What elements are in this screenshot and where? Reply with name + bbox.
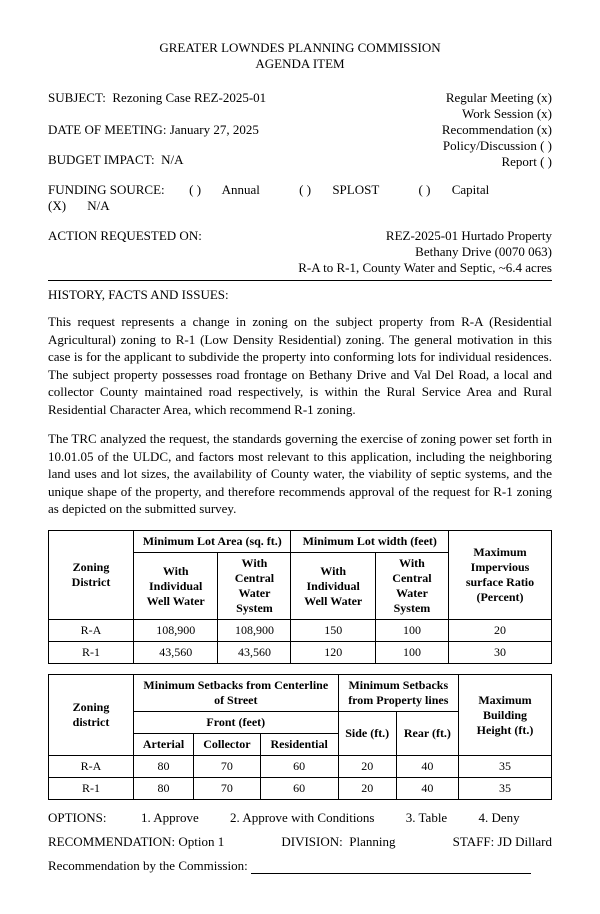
t2-centerline-header: Minimum Setbacks from Centerline of Stre…: [134, 675, 339, 712]
action-details: REZ-2025-01 Hurtado Property Bethany Dri…: [298, 228, 552, 276]
action-line: REZ-2025-01 Hurtado Property: [298, 228, 552, 244]
recommendation: RECOMMENDATION: Option 1: [48, 834, 224, 850]
history-heading: HISTORY, FACTS AND ISSUES:: [48, 287, 552, 303]
t2-rear-header: Rear (ft.): [396, 712, 458, 756]
meeting-type-item: Report ( ): [442, 154, 552, 170]
action-label: ACTION REQUESTED ON:: [48, 228, 202, 244]
meeting-type-item: Regular Meeting (x): [442, 90, 552, 106]
commission-recommendation: Recommendation by the Commission:: [48, 858, 552, 874]
budget-label: BUDGET IMPACT:: [48, 152, 155, 167]
subject: SUBJECT: Rezoning Case REZ-2025-01: [48, 90, 266, 106]
funding-option: ( ) SPLOST: [299, 182, 397, 197]
t1-indiv-header2: With Individual Well Water: [291, 553, 375, 620]
commission-label: Recommendation by the Commission:: [48, 858, 248, 873]
t1-lotwidth-header: Minimum Lot width (feet): [291, 531, 449, 553]
recommendation-line: RECOMMENDATION: Option 1 DIVISION: Plann…: [48, 834, 552, 850]
option-item: 3. Table: [406, 810, 447, 825]
page-title: GREATER LOWNDES PLANNING COMMISSION AGEN…: [48, 40, 552, 72]
table-row: R-A 80 70 60 20 40 35: [49, 756, 552, 778]
setbacks-table: Zoning district Minimum Setbacks from Ce…: [48, 674, 552, 800]
option-item: 1. Approve: [141, 810, 199, 825]
date-value: January 27, 2025: [170, 122, 259, 137]
option-item: 2. Approve with Conditions: [230, 810, 374, 825]
action-line: R-A to R-1, County Water and Septic, ~6.…: [298, 260, 552, 276]
t2-arterial-header: Arterial: [134, 734, 194, 756]
funding-label: FUNDING SOURCE:: [48, 182, 165, 197]
t2-side-header: Side (ft.): [338, 712, 396, 756]
meeting-type-item: Policy/Discussion ( ): [442, 138, 552, 154]
t2-zoning-header: Zoning district: [49, 675, 134, 756]
option-item: 4. Deny: [478, 810, 519, 825]
t2-property-header: Minimum Setbacks from Property lines: [338, 675, 458, 712]
action-row: ACTION REQUESTED ON: REZ-2025-01 Hurtado…: [48, 228, 552, 276]
action-line: Bethany Drive (0070 063): [298, 244, 552, 260]
funding-option: (X) N/A: [48, 198, 128, 213]
division: DIVISION: Planning: [281, 834, 395, 850]
title-line-1: GREATER LOWNDES PLANNING COMMISSION: [48, 40, 552, 56]
options-line: OPTIONS: 1. Approve 2. Approve with Cond…: [48, 810, 552, 826]
table-row: R-A 108,900 108,900 150 100 20: [49, 620, 552, 642]
table-row: R-1 43,560 43,560 120 100 30: [49, 642, 552, 664]
paragraph-2: The TRC analyzed the request, the standa…: [48, 430, 552, 518]
meeting-type-item: Work Session (x): [442, 106, 552, 122]
meeting-types: Regular Meeting (x) Work Session (x) Rec…: [442, 90, 552, 170]
options-label: OPTIONS:: [48, 810, 107, 825]
funding-row: FUNDING SOURCE: ( ) Annual ( ) SPLOST ( …: [48, 182, 552, 214]
table-row: R-1 80 70 60 20 40 35: [49, 778, 552, 800]
funding-option: ( ) Capital: [419, 182, 508, 197]
t2-front-header: Front (feet): [134, 712, 339, 734]
subject-label: SUBJECT:: [48, 90, 106, 105]
t1-central-header: With Central Water System: [218, 553, 291, 620]
subject-value: Rezoning Case REZ-2025-01: [112, 90, 266, 105]
t2-height-header: Maximum Building Height (ft.): [459, 675, 552, 756]
t1-indiv-header: With Individual Well Water: [134, 553, 218, 620]
t1-central-header2: With Central Water System: [375, 553, 448, 620]
lot-area-table: Zoning District Minimum Lot Area (sq. ft…: [48, 530, 552, 664]
funding-option: ( ) Annual: [189, 182, 278, 197]
t1-zoning-header: Zoning District: [49, 531, 134, 620]
staff: STAFF: JD Dillard: [453, 834, 552, 850]
t2-residential-header: Residential: [260, 734, 338, 756]
meeting-type-item: Recommendation (x): [442, 122, 552, 138]
t2-collector-header: Collector: [194, 734, 261, 756]
title-line-2: AGENDA ITEM: [48, 56, 552, 72]
signature-line: [251, 873, 531, 874]
budget-value: N/A: [161, 152, 183, 167]
t1-lotarea-header: Minimum Lot Area (sq. ft.): [134, 531, 291, 553]
date-label: DATE OF MEETING:: [48, 122, 166, 137]
t1-impervious-header: Maximum Impervious surface Ratio (Percen…: [449, 531, 552, 620]
paragraph-1: This request represents a change in zoni…: [48, 313, 552, 418]
divider: [48, 280, 552, 281]
